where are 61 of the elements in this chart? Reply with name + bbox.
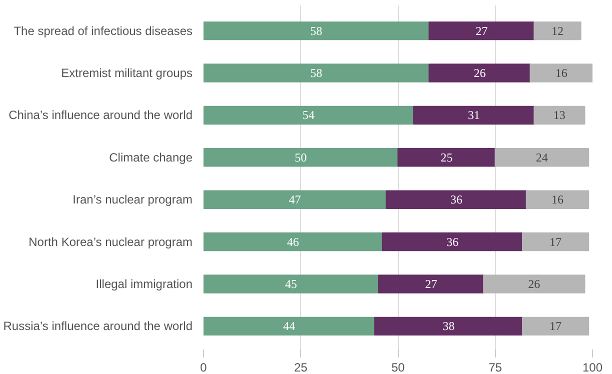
data-label: 26 bbox=[474, 66, 486, 80]
data-label: 58 bbox=[310, 24, 322, 38]
data-label: 50 bbox=[294, 150, 307, 164]
data-label: 36 bbox=[446, 234, 458, 249]
x-tick-label: 0 bbox=[200, 360, 208, 374]
y-tick-label: China’s influence around the world bbox=[8, 108, 193, 122]
bar bbox=[530, 64, 592, 82]
y-tick-label: Extremist militant groups bbox=[61, 66, 192, 80]
bar bbox=[204, 316, 376, 336]
y-tick-label: Illegal immigration bbox=[96, 276, 192, 291]
bar bbox=[483, 274, 586, 294]
data-label: 38 bbox=[442, 319, 455, 334]
x-tick-label: 50 bbox=[391, 360, 405, 374]
data-label: 27 bbox=[425, 276, 438, 291]
bar bbox=[522, 232, 590, 252]
bar bbox=[204, 274, 380, 294]
data-label: 12 bbox=[551, 24, 564, 38]
bar bbox=[204, 232, 383, 252]
bar bbox=[428, 21, 535, 40]
data-label: 54 bbox=[302, 108, 315, 122]
data-label: 26 bbox=[528, 276, 540, 291]
bar bbox=[522, 316, 590, 336]
bar bbox=[382, 232, 523, 252]
data-label: 27 bbox=[476, 24, 488, 38]
data-label: 47 bbox=[288, 192, 301, 207]
x-tick-label: 25 bbox=[294, 360, 308, 374]
data-label: 31 bbox=[468, 108, 480, 122]
y-tick-label: Climate change bbox=[109, 150, 193, 164]
bar bbox=[204, 64, 430, 82]
bar bbox=[374, 316, 523, 336]
bar bbox=[378, 274, 484, 294]
y-tick-label: North Korea’s nuclear program bbox=[28, 234, 193, 249]
data-label: 16 bbox=[555, 66, 568, 80]
data-label: 13 bbox=[553, 108, 566, 122]
y-tick-label: Russia’s influence around the world bbox=[3, 319, 193, 334]
data-label: 24 bbox=[536, 150, 548, 164]
bar bbox=[204, 148, 398, 167]
bar bbox=[413, 106, 535, 125]
x-tick-label: 75 bbox=[488, 360, 502, 374]
x-tick-label: 100 bbox=[582, 360, 603, 374]
bar bbox=[534, 106, 586, 125]
y-tick-label: The spread of infectious diseases bbox=[14, 24, 193, 38]
data-label: 17 bbox=[550, 234, 562, 249]
data-label: 45 bbox=[285, 276, 298, 291]
data-label: 16 bbox=[551, 192, 564, 207]
data-label: 25 bbox=[440, 150, 453, 164]
data-label: 36 bbox=[450, 192, 462, 207]
bar bbox=[534, 21, 582, 40]
data-label: 46 bbox=[286, 234, 299, 249]
bar bbox=[386, 190, 527, 209]
data-label: 58 bbox=[310, 66, 322, 80]
bar bbox=[204, 106, 414, 125]
y-tick-label: Iran’s nuclear program bbox=[72, 192, 193, 207]
bar bbox=[428, 64, 531, 82]
data-label: 44 bbox=[283, 319, 296, 334]
bar bbox=[494, 148, 590, 167]
data-label: 17 bbox=[550, 319, 562, 334]
bar bbox=[204, 21, 430, 40]
bar bbox=[204, 190, 387, 209]
bar bbox=[526, 190, 590, 209]
bar bbox=[398, 148, 496, 167]
